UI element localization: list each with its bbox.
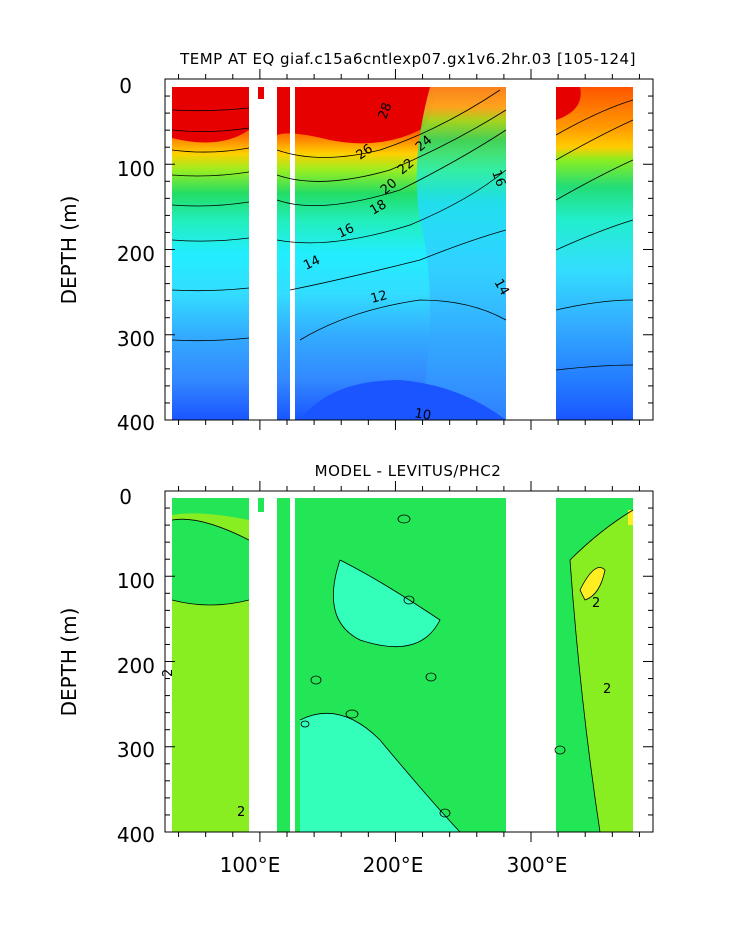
bottom-ylabel: DEPTH (m) — [57, 608, 81, 717]
bottom-contour-label-2c: 2 — [592, 596, 600, 611]
top-ocean-indian — [172, 87, 249, 420]
xtick-100E: 100°E — [220, 853, 281, 877]
top-contours — [171, 89, 634, 371]
top-ocean-atlantic — [556, 87, 633, 420]
bottom-indian-band — [172, 519, 249, 605]
bottom-atl-yellow2 — [628, 510, 633, 525]
bottom-contour-label-2a: 2 — [161, 669, 176, 677]
top-ytick-100: 100 — [117, 157, 155, 181]
top-east-pacific — [416, 87, 506, 420]
bottom-ytick-200: 200 — [117, 654, 155, 678]
bottom-ytick-400: 400 — [117, 823, 155, 847]
top-plot-area: 28 26 24 22 20 18 16 16 14 14 12 10 — [171, 87, 634, 424]
bottom-atl-yellow — [580, 567, 605, 600]
top-ocean-strip — [290, 87, 295, 420]
bottom-ocean-small — [258, 498, 264, 512]
bottom-contour-label-2d: 2 — [603, 682, 611, 697]
bottom-indian-top — [172, 498, 249, 520]
top-ocean-small — [258, 87, 264, 99]
top-contour-label-14: 14 — [301, 253, 322, 274]
top-ytick-0: 0 — [119, 74, 132, 98]
bottom-pacific-cyan2 — [300, 713, 460, 832]
bottom-pacific-cyan1 — [333, 560, 440, 647]
top-warmpool-atlantic — [556, 87, 581, 120]
top-contour-label-28: 28 — [376, 101, 396, 122]
top-contour-label-12: 12 — [369, 288, 389, 307]
top-contour-label-14b: 14 — [491, 277, 512, 299]
bottom-ytick-0: 0 — [119, 485, 132, 509]
bottom-ytick-100: 100 — [117, 569, 155, 593]
top-warmpool-pacific — [277, 87, 434, 144]
top-axis-ticks — [165, 69, 653, 430]
xtick-300E: 300°E — [507, 853, 568, 877]
top-contour-label-10: 10 — [413, 406, 432, 424]
top-ytick-200: 200 — [117, 242, 155, 266]
top-ylabel: DEPTH (m) — [57, 196, 81, 305]
top-contour-label-16: 16 — [335, 221, 356, 242]
bottom-title: MODEL - LEVITUS/PHC2 — [315, 462, 502, 480]
bottom-ytick-300: 300 — [117, 738, 155, 762]
top-deep-pacific — [300, 380, 506, 420]
bottom-contours — [171, 509, 634, 833]
top-title: TEMP AT EQ giaf.c15a6cntlexp07.gx1v6.2hr… — [179, 50, 636, 68]
top-contour-label-16b: 16 — [488, 168, 508, 189]
top-ytick-300: 300 — [117, 327, 155, 351]
xtick-200E: 200°E — [363, 853, 424, 877]
bottom-axis-ticks — [165, 481, 653, 842]
top-warmpool-indian — [172, 87, 249, 143]
top-ytick-400: 400 — [117, 411, 155, 435]
bottom-strip — [290, 498, 295, 832]
bottom-plot-area: 2 2 2 2 — [161, 498, 634, 833]
bottom-contour-label-2b: 2 — [237, 805, 245, 820]
top-contour-label-18: 18 — [368, 197, 390, 218]
